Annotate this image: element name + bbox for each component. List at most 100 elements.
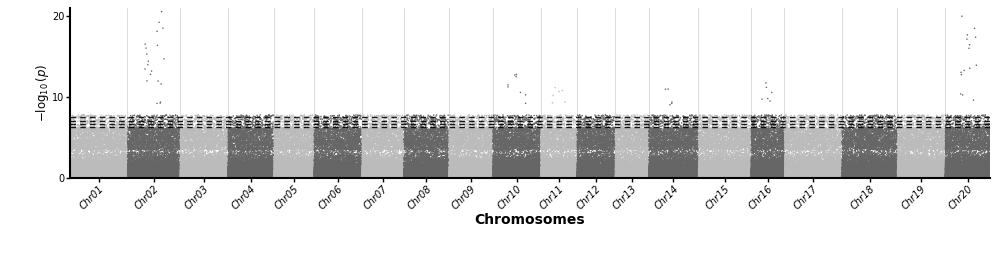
- Point: [421, 164, 437, 168]
- Point: [711, 154, 727, 159]
- Point: [965, 133, 981, 138]
- Point: [131, 127, 147, 132]
- Point: [310, 166, 326, 171]
- Point: [208, 170, 224, 174]
- Point: [188, 155, 204, 159]
- Point: [974, 175, 990, 179]
- Point: [173, 168, 189, 172]
- Point: [833, 153, 849, 157]
- Point: [457, 170, 473, 174]
- Point: [475, 155, 491, 159]
- Point: [114, 169, 130, 173]
- Point: [598, 139, 614, 143]
- Point: [431, 176, 447, 180]
- Point: [487, 162, 503, 167]
- Point: [279, 175, 295, 179]
- Point: [236, 173, 252, 177]
- Point: [459, 176, 475, 180]
- Point: [424, 174, 440, 179]
- Point: [709, 163, 725, 167]
- Point: [218, 169, 234, 173]
- Point: [296, 172, 312, 176]
- Point: [279, 175, 295, 179]
- Point: [405, 174, 421, 179]
- Point: [792, 165, 808, 169]
- Point: [554, 127, 570, 132]
- Point: [370, 174, 386, 178]
- Point: [325, 171, 341, 176]
- Point: [885, 117, 901, 121]
- Point: [804, 125, 820, 129]
- Point: [762, 151, 778, 155]
- Point: [338, 119, 354, 123]
- Point: [329, 175, 345, 179]
- Point: [340, 174, 356, 179]
- Point: [963, 174, 979, 179]
- Point: [860, 176, 876, 180]
- Point: [427, 165, 443, 170]
- Point: [228, 172, 244, 176]
- Point: [741, 172, 757, 176]
- Point: [878, 127, 894, 132]
- Point: [333, 173, 349, 178]
- Point: [679, 128, 695, 133]
- Point: [129, 140, 145, 144]
- Point: [462, 174, 478, 178]
- Point: [360, 172, 376, 176]
- Point: [923, 169, 939, 173]
- Point: [621, 146, 637, 151]
- Point: [574, 131, 590, 135]
- Point: [164, 168, 180, 172]
- Point: [840, 176, 856, 180]
- Point: [830, 176, 846, 180]
- Point: [716, 121, 732, 125]
- Point: [680, 163, 696, 167]
- Point: [330, 130, 346, 134]
- Point: [200, 165, 216, 169]
- Point: [573, 166, 589, 170]
- Point: [848, 171, 864, 175]
- Point: [76, 132, 92, 137]
- Point: [162, 144, 178, 148]
- Point: [117, 176, 133, 180]
- Point: [437, 176, 453, 180]
- Point: [595, 143, 611, 147]
- Point: [581, 170, 597, 174]
- Point: [372, 170, 388, 174]
- Point: [117, 172, 133, 177]
- Point: [680, 171, 696, 175]
- Point: [974, 162, 990, 166]
- Point: [181, 140, 197, 144]
- Point: [979, 168, 995, 172]
- Point: [580, 162, 596, 166]
- Point: [115, 176, 131, 180]
- Point: [532, 168, 548, 172]
- Point: [315, 167, 331, 171]
- Point: [953, 144, 969, 148]
- Point: [693, 170, 709, 174]
- Point: [655, 162, 671, 166]
- Point: [830, 175, 846, 179]
- Point: [241, 174, 257, 178]
- Point: [605, 166, 621, 170]
- Point: [849, 131, 865, 135]
- Point: [365, 166, 381, 170]
- Point: [115, 170, 131, 174]
- Point: [721, 138, 737, 142]
- Point: [467, 160, 483, 165]
- Point: [95, 175, 111, 179]
- Point: [363, 176, 379, 180]
- Point: [170, 166, 186, 170]
- Point: [952, 160, 968, 164]
- Point: [687, 172, 703, 176]
- Point: [826, 173, 842, 177]
- Point: [754, 162, 770, 167]
- Point: [290, 138, 306, 143]
- Point: [326, 134, 342, 138]
- Point: [370, 171, 386, 175]
- Point: [107, 175, 123, 179]
- Point: [340, 175, 356, 179]
- Point: [405, 174, 421, 179]
- Point: [452, 167, 468, 171]
- Point: [851, 174, 867, 178]
